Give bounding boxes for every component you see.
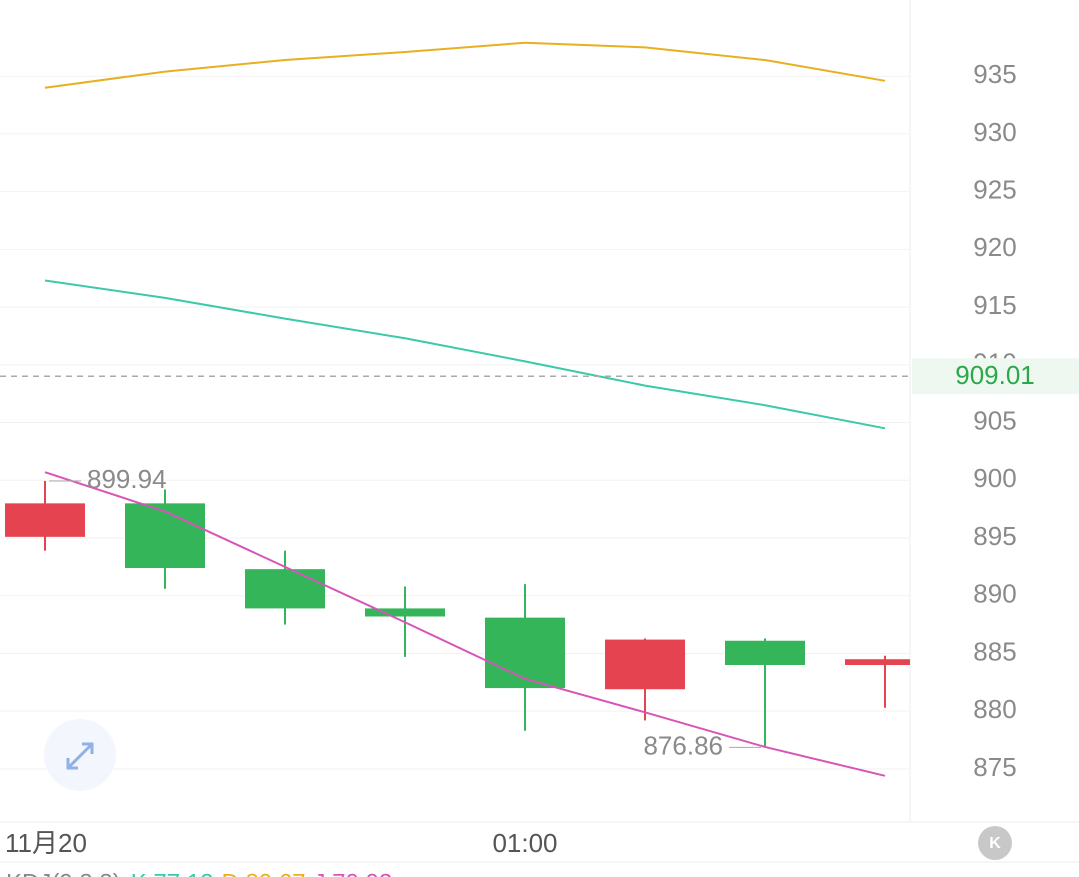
y-tick-label: 920	[973, 232, 1016, 262]
last-price-box	[912, 358, 1079, 395]
candle-body	[485, 617, 565, 689]
y-tick-label: 915	[973, 290, 1016, 320]
min-label: 876.86	[643, 730, 723, 760]
candle-body	[725, 640, 805, 665]
candle-body	[245, 569, 325, 609]
plot-area	[0, 41, 910, 777]
indicator-line	[44, 471, 886, 777]
indicator-value: J:70.02	[314, 869, 393, 877]
y-tick-label: 890	[973, 579, 1016, 609]
candle-body	[605, 639, 685, 690]
x-tick-label: 11月20	[5, 828, 87, 858]
max-label: 899.94	[87, 464, 167, 494]
svg-text:K: K	[989, 835, 1001, 852]
candle-body	[125, 503, 205, 569]
y-tick-label: 905	[973, 405, 1016, 435]
indicator-label: KDJ(9,3,3)	[6, 869, 121, 877]
indicator-line	[44, 279, 886, 430]
y-tick-label: 925	[973, 175, 1016, 205]
y-tick-label: 900	[973, 463, 1016, 493]
indicator-line	[44, 41, 886, 89]
expand-button[interactable]	[44, 719, 116, 791]
candle-body	[365, 608, 445, 617]
last-price-label: 909.01	[955, 360, 1035, 390]
indicator-value: K:77.12	[131, 869, 214, 877]
candle-body	[5, 503, 85, 537]
x-tick-label: 01:00	[492, 828, 557, 858]
y-tick-label: 885	[973, 636, 1016, 666]
y-tick-label: 930	[973, 117, 1016, 147]
indicator-value: D:80.67	[221, 869, 305, 877]
y-tick-label: 895	[973, 521, 1016, 551]
k-button[interactable]: K	[978, 826, 1012, 860]
y-tick-label: 880	[973, 694, 1016, 724]
y-tick-label: 875	[973, 752, 1016, 782]
y-tick-label: 935	[973, 59, 1016, 89]
candle-body	[845, 659, 910, 665]
